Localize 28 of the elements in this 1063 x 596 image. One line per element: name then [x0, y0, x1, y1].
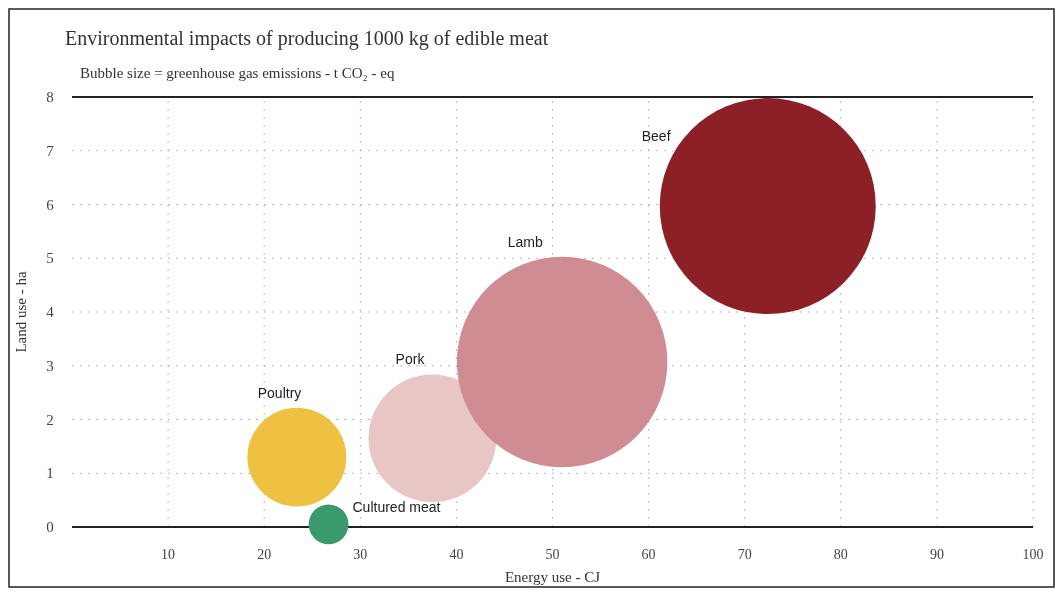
- y-tick-label: 7: [46, 142, 55, 159]
- y-tick-label: 3: [46, 357, 54, 374]
- series-label: Cultured meat: [352, 499, 441, 516]
- series-label: Pork: [395, 351, 426, 368]
- series-label: Lamb: [507, 233, 543, 250]
- x-tick-label: 100: [1022, 547, 1044, 562]
- y-axis-title: Land use - ha: [13, 271, 29, 353]
- y-tick-label: 4: [46, 304, 55, 320]
- x-tick-label: 90: [929, 547, 944, 562]
- y-tick-label: 2: [46, 411, 54, 428]
- chart-subtitle: Bubble size = greenhouse gas emissions - t CO₂ - eq: [80, 65, 395, 81]
- x-tick-label: 80: [833, 547, 848, 562]
- x-tick-label: 60: [641, 547, 656, 562]
- x-tick-label: 40: [449, 547, 464, 562]
- chart-title: Environmental impacts of producing 1000 kg of edible meat: [65, 27, 549, 50]
- y-tick-label: 1: [46, 465, 54, 482]
- y-tick-label: 6: [46, 196, 55, 213]
- x-tick-label: 50: [545, 547, 560, 562]
- y-tick-label: 5: [46, 250, 54, 267]
- series-label: Beef: [641, 128, 671, 145]
- x-tick-label: 10: [161, 547, 176, 562]
- x-tick-label: 70: [737, 547, 752, 562]
- x-axis-title: Energy use - CJ: [504, 569, 601, 585]
- y-tick-label: 0: [46, 519, 54, 535]
- x-tick-label: 20: [257, 547, 272, 562]
- x-tick-label: 30: [353, 547, 368, 562]
- series-label: Poultry: [257, 384, 302, 401]
- y-tick-label: 8: [46, 89, 54, 105]
